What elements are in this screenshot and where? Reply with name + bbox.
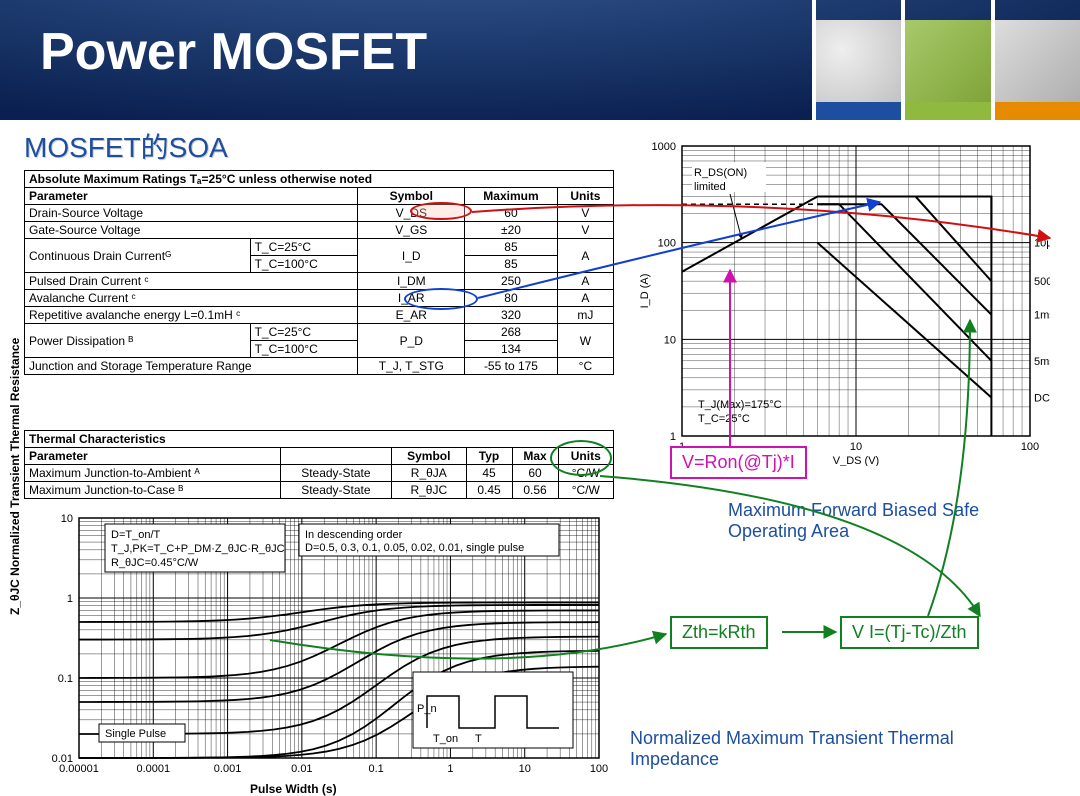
svg-text:10: 10 <box>850 441 862 453</box>
svg-text:I_D (A): I_D (A) <box>639 274 651 309</box>
subtitle: MOSFET的SOA <box>24 126 228 166</box>
svg-text:limited: limited <box>694 181 726 193</box>
svg-text:Single Pulse: Single Pulse <box>105 728 166 740</box>
formula-vi: V I=(Tj-Tc)/Zth <box>840 616 979 649</box>
svg-text:T_C=25°C: T_C=25°C <box>698 413 750 425</box>
thermal-xlabel: Pulse Width (s) <box>250 782 337 796</box>
svg-text:1000: 1000 <box>652 141 676 153</box>
svg-text:R_θJC=0.45°C/W: R_θJC=0.45°C/W <box>111 557 199 569</box>
svg-text:100: 100 <box>590 763 608 775</box>
svg-text:100: 100 <box>1021 441 1039 453</box>
formula-zth: Zth=kRth <box>670 616 768 649</box>
thermal-caption: Normalized Maximum Transient Thermal Imp… <box>630 728 990 770</box>
table1-header: Absolute Maximum Ratings Tₐ=25°C unless … <box>25 171 614 188</box>
svg-text:D=T_on/T: D=T_on/T <box>111 529 160 541</box>
svg-text:100: 100 <box>658 238 676 250</box>
svg-text:10: 10 <box>664 334 676 346</box>
ellipse-250 <box>404 288 478 310</box>
svg-text:0.01: 0.01 <box>291 763 312 775</box>
page-title: Power MOSFET <box>40 22 427 82</box>
svg-text:10µs: 10µs <box>1034 238 1050 250</box>
svg-text:T_J(Max)=175°C: T_J(Max)=175°C <box>698 399 782 411</box>
svg-text:D=0.5, 0.3, 0.1, 0.05, 0.02, 0: D=0.5, 0.3, 0.1, 0.05, 0.02, 0.01, singl… <box>305 542 524 554</box>
svg-text:1: 1 <box>447 763 453 775</box>
abs-max-ratings-table: Absolute Maximum Ratings Tₐ=25°C unless … <box>24 170 614 375</box>
svg-text:0.1: 0.1 <box>58 673 73 685</box>
idm-max: 250 <box>465 273 558 290</box>
thermal-char-table: Thermal Characteristics ParameterSymbolT… <box>24 430 614 499</box>
svg-text:1: 1 <box>67 593 73 605</box>
svg-text:0.01: 0.01 <box>52 753 73 765</box>
svg-text:T_on: T_on <box>433 733 458 745</box>
svg-text:DC: DC <box>1034 393 1050 405</box>
svg-text:1: 1 <box>670 431 676 443</box>
ellipse-60 <box>410 202 472 220</box>
content-area: MOSFET的SOA Absolute Maximum Ratings Tₐ=2… <box>10 120 1070 780</box>
svg-text:T_J,PK=T_C+P_DM·Z_θJC·R_θJC: T_J,PK=T_C+P_DM·Z_θJC·R_θJC <box>111 543 285 555</box>
svg-text:10: 10 <box>61 513 73 525</box>
ellipse-units <box>550 440 612 476</box>
svg-text:P_n: P_n <box>417 703 437 715</box>
thermal-impedance-chart: 0.000010.00010.0010.010.11101000.010.111… <box>24 510 614 788</box>
svg-text:10: 10 <box>519 763 531 775</box>
soa-chart: 1101001101001000V_DS (V)I_D (A)10µs500µs… <box>630 136 1050 466</box>
svg-text:5ms: 5ms <box>1034 356 1050 368</box>
slide: Power MOSFET MOSFET的SOA Absolute Maximum… <box>0 0 1080 789</box>
formula-vron: V=Ron(@Tj)*I <box>670 446 807 479</box>
svg-text:0.0001: 0.0001 <box>136 763 170 775</box>
svg-text:1ms: 1ms <box>1034 310 1050 322</box>
vds-max: 60 <box>465 205 558 222</box>
soa-caption: Maximum Forward Biased Safe Operating Ar… <box>728 500 1028 542</box>
thermal-ylabel: Z_θJC Normalized Transient Thermal Resis… <box>8 338 22 615</box>
svg-text:0.1: 0.1 <box>368 763 383 775</box>
svg-text:V_DS (V): V_DS (V) <box>833 455 879 466</box>
svg-text:T: T <box>475 733 482 745</box>
svg-text:0.001: 0.001 <box>214 763 242 775</box>
svg-text:500µs: 500µs <box>1034 276 1050 288</box>
header-thumbnails <box>812 0 1080 120</box>
svg-text:In descending order: In descending order <box>305 529 403 541</box>
svg-text:R_DS(ON): R_DS(ON) <box>694 167 747 179</box>
